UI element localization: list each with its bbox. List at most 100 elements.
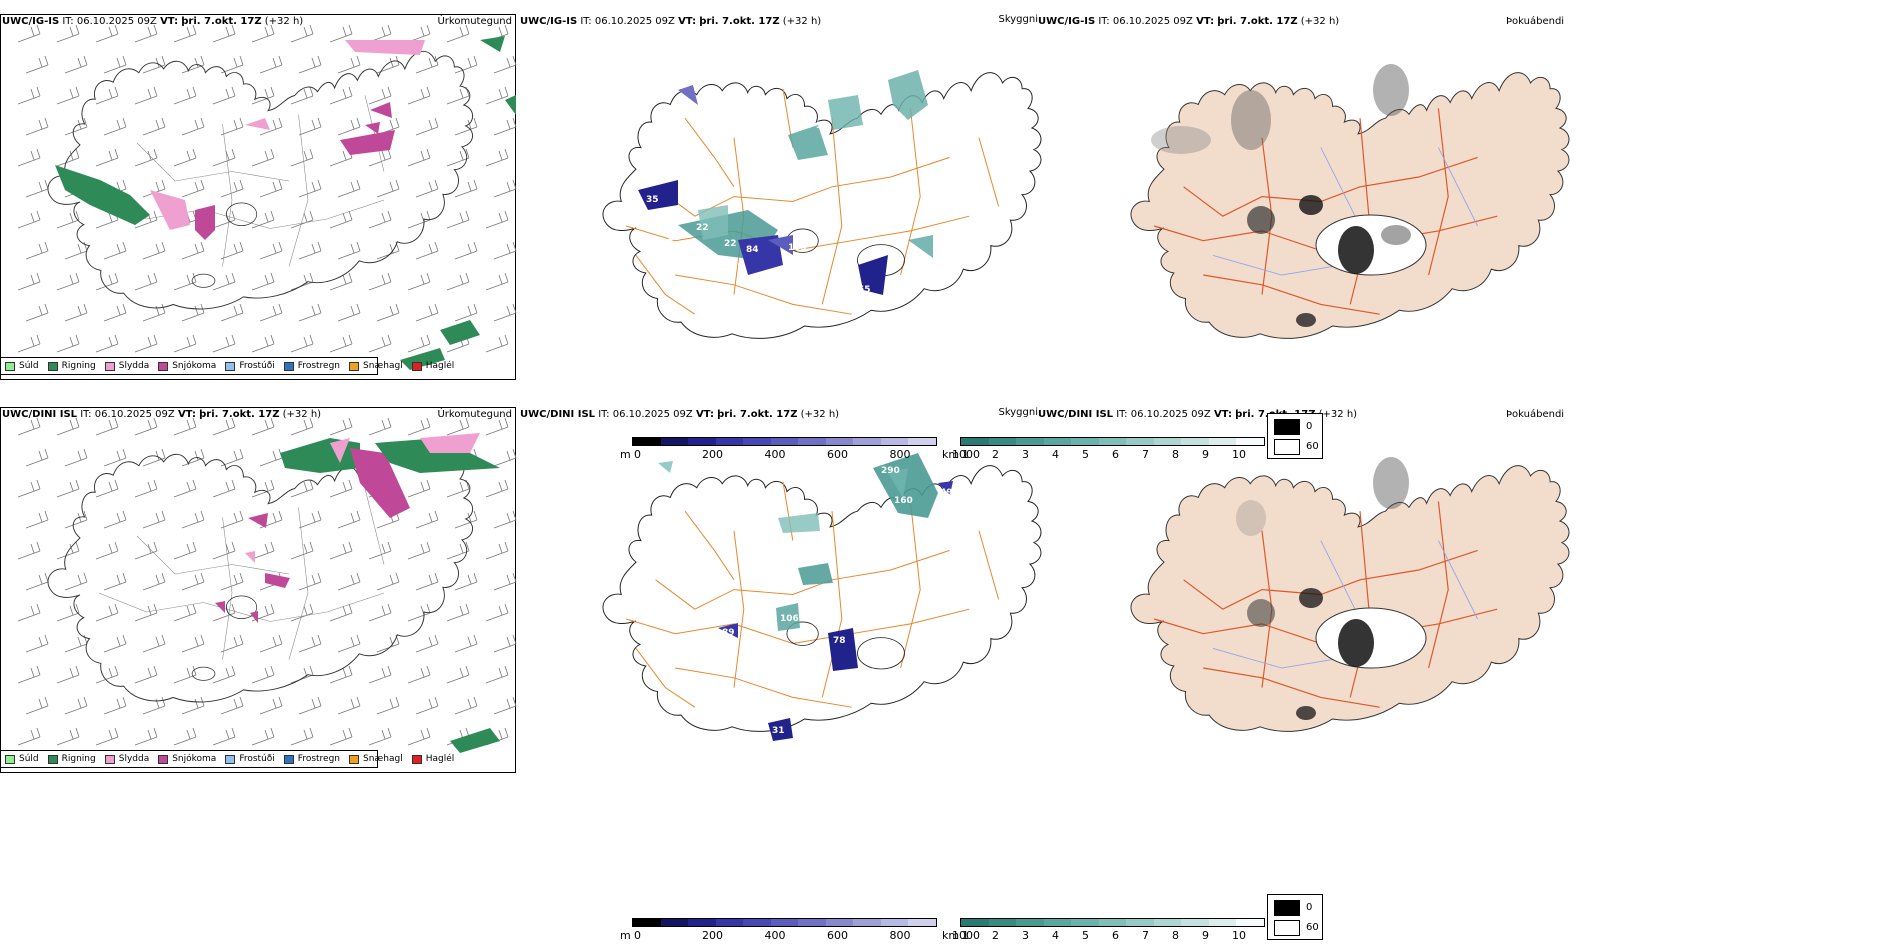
lead-time: (+32 h) <box>1300 16 1340 27</box>
colorbar-tick: 7 <box>1142 929 1149 942</box>
fog-legend-label: 0 <box>1306 902 1313 913</box>
wind-barb <box>212 148 236 167</box>
wind-barb <box>17 417 41 436</box>
fog-shading <box>1151 64 1427 327</box>
wind-barb <box>298 303 322 322</box>
wind-barb <box>259 179 283 198</box>
lead-time: (+32 h) <box>282 409 322 420</box>
wind-barb <box>337 696 361 715</box>
colorbar-strip <box>960 918 1265 927</box>
wind-barb <box>376 303 400 322</box>
wind-barb <box>298 510 322 529</box>
it-label: IT: <box>580 16 592 27</box>
fog-legend-label: 0 <box>1306 421 1313 432</box>
fog-legend-label: 60 <box>1306 922 1319 933</box>
wind-barb <box>368 603 392 622</box>
wind-barb <box>251 417 275 436</box>
visibility-areas <box>658 453 953 741</box>
wind-barb <box>134 334 158 353</box>
fog-legend-swatch <box>1274 920 1300 936</box>
wind-barb <box>181 241 205 260</box>
wind-barb <box>95 334 119 353</box>
legend-swatch <box>5 754 15 764</box>
wind-barb <box>64 303 88 322</box>
wind-barb <box>56 334 80 353</box>
colorbar-tick: 800 <box>889 929 911 942</box>
wind-barb <box>454 179 478 198</box>
wind-barb <box>290 417 314 436</box>
wind-barb <box>446 210 470 229</box>
wind-barb <box>446 603 470 622</box>
legend-swatch <box>104 361 115 371</box>
ceiling-label: 28 <box>668 233 681 243</box>
wind-barb <box>329 210 353 229</box>
wind-barb <box>454 634 478 653</box>
wind-barb <box>259 55 283 74</box>
legend-item: Haglél <box>411 361 454 371</box>
wind-barb <box>142 241 166 260</box>
product-title: Þokuábendi <box>1506 16 1565 27</box>
wind-barb <box>17 603 41 622</box>
colorbar-tick: 400 <box>764 929 786 942</box>
wind-barb <box>220 179 244 198</box>
colorbar-tick: 200 <box>702 929 723 942</box>
wind-barb <box>173 417 197 436</box>
wind-barb <box>251 148 275 167</box>
wind-barb <box>493 510 517 529</box>
wind-barb <box>64 696 88 715</box>
wind-barb <box>173 272 197 291</box>
wind-barb <box>134 665 158 684</box>
wind-barb <box>173 603 197 622</box>
legend-item: Snjókoma <box>158 754 216 764</box>
wind-barb <box>298 179 322 198</box>
wind-barb <box>493 448 517 467</box>
wind-barb <box>407 272 431 291</box>
colorbar-tick: 800 <box>889 448 911 461</box>
wind-barb <box>485 210 509 229</box>
ceiling-label: 78 <box>833 636 846 646</box>
wind-barb <box>173 541 197 560</box>
wind-barb <box>485 479 509 498</box>
legend-swatch <box>104 754 115 764</box>
wind-barb <box>329 541 353 560</box>
wind-barb <box>298 634 322 653</box>
wind-barb <box>64 572 88 591</box>
wind-barb <box>368 86 392 105</box>
ceiling-label: 87 <box>731 263 744 273</box>
ceiling-label: 55 <box>858 285 871 295</box>
wind-barb <box>220 696 244 715</box>
wind-barb <box>212 272 236 291</box>
map-labels: 35 28 156 22 84 109 85 54 54 22 87 51 63… <box>646 121 903 388</box>
wind-barb <box>181 448 205 467</box>
wind-barb <box>290 479 314 498</box>
rain-area <box>505 95 516 115</box>
legend-swatch <box>225 754 236 764</box>
wind-barb <box>181 179 205 198</box>
wind-barb <box>446 148 470 167</box>
wind-barb <box>485 417 509 436</box>
wind-barb <box>407 148 431 167</box>
wind-barb <box>17 148 41 167</box>
wind-barb <box>290 148 314 167</box>
ceiling-label: 54 <box>816 121 829 131</box>
wind-barb <box>415 179 439 198</box>
legend-swatch <box>47 754 58 764</box>
wind-barb <box>25 55 49 74</box>
model-name: UWC/IG-IS <box>1038 16 1096 27</box>
wind-barb <box>134 479 158 498</box>
model-name: UWC/DINI ISL <box>2 409 78 420</box>
wind-barb <box>368 727 392 746</box>
wind-barb <box>493 241 517 260</box>
wind-barb <box>329 665 353 684</box>
wind-barb <box>103 634 127 653</box>
wind-barb <box>103 55 127 74</box>
wind-barb <box>17 24 41 43</box>
ceiling-label: 85 <box>846 263 859 273</box>
colorbar-tick: 10 <box>1232 448 1246 461</box>
wind-barb <box>454 510 478 529</box>
wind-barb <box>212 334 236 353</box>
wind-barb <box>173 86 197 105</box>
legend-label: Frostúði <box>239 361 275 371</box>
legend-label: Rigning <box>61 754 96 764</box>
wind-barb <box>337 510 361 529</box>
